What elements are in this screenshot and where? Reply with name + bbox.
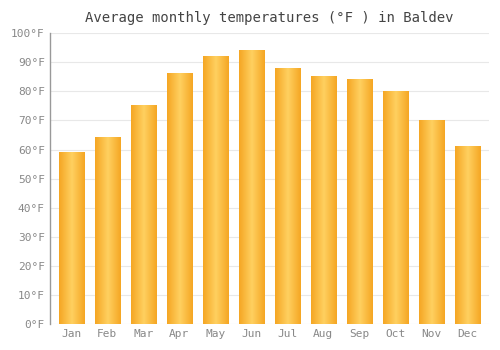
Title: Average monthly temperatures (°F ) in Baldev: Average monthly temperatures (°F ) in Ba… — [85, 11, 454, 25]
